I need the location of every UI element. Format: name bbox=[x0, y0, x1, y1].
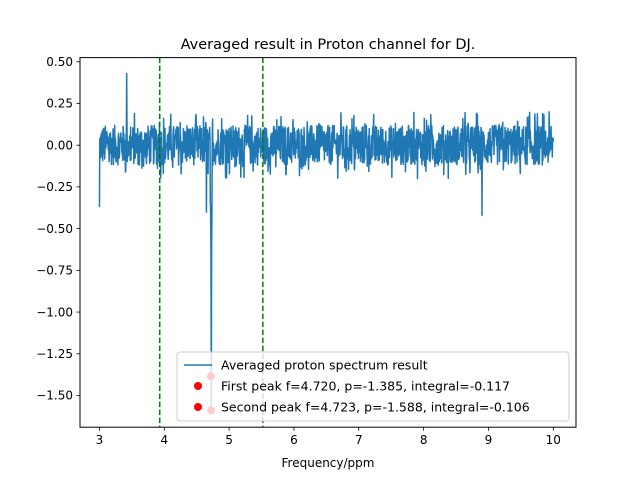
x-tick-label: 9 bbox=[485, 433, 493, 447]
legend-swatch-dot bbox=[194, 382, 202, 390]
legend-box bbox=[176, 351, 570, 422]
x-axis-label: Frequency/ppm bbox=[282, 456, 375, 470]
y-tick-label: −1.00 bbox=[36, 305, 73, 319]
legend-entry-label: First peak f=4.720, p=-1.385, integral=-… bbox=[221, 379, 510, 394]
y-tick-label: −0.50 bbox=[36, 222, 73, 236]
y-tick-label: 0.00 bbox=[46, 138, 73, 152]
y-tick-label: −1.50 bbox=[36, 389, 73, 403]
x-tick-label: 8 bbox=[420, 433, 428, 447]
y-tick-label: 0.25 bbox=[46, 97, 73, 111]
x-tick-label: 5 bbox=[225, 433, 233, 447]
chart-title: Averaged result in Proton channel for DJ… bbox=[181, 37, 476, 53]
series-line-proton-spectrum bbox=[98, 72, 555, 411]
x-tick-label: 7 bbox=[355, 433, 363, 447]
x-tick-label: 10 bbox=[546, 433, 561, 447]
legend-entry-label: Second peak f=4.723, p=-1.588, integral=… bbox=[221, 400, 530, 415]
legend-entry-label: Averaged proton spectrum result bbox=[221, 358, 428, 373]
legend: Averaged proton spectrum result First pea… bbox=[176, 351, 570, 422]
y-tick-label: 0.50 bbox=[46, 55, 73, 69]
legend-swatch-dot bbox=[194, 403, 202, 411]
y-tick-label: −0.25 bbox=[36, 180, 73, 194]
x-tick-label: 6 bbox=[290, 433, 298, 447]
y-tick-label: −1.25 bbox=[36, 347, 73, 361]
plot-frame bbox=[79, 57, 577, 428]
y-tick-label: −0.75 bbox=[36, 264, 73, 278]
x-tick-label: 3 bbox=[96, 433, 104, 447]
x-tick-label: 4 bbox=[160, 433, 168, 447]
